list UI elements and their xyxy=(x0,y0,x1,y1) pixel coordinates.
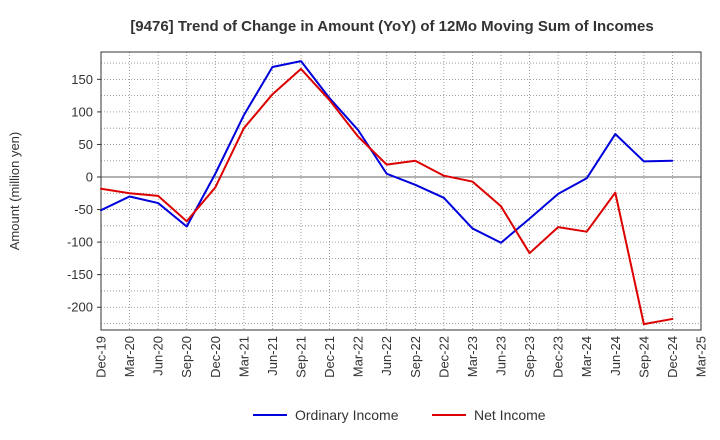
y-tick-label--50: -50 xyxy=(74,202,93,217)
x-tick-label-dec-21: Dec-21 xyxy=(322,336,337,378)
x-tick-label-mar-25: Mar-25 xyxy=(694,336,709,377)
y-axis-label: Amount (million yen) xyxy=(7,132,22,251)
x-tick-label-mar-20: Mar-20 xyxy=(122,336,137,377)
x-tick-label-dec-20: Dec-20 xyxy=(208,336,223,378)
x-tick-label-dec-24: Dec-24 xyxy=(665,336,680,378)
x-tick-label-mar-24: Mar-24 xyxy=(579,336,594,377)
x-tick-label-jun-23: Jun-23 xyxy=(494,336,509,376)
series-layer xyxy=(100,60,674,326)
y-tick-label-100: 100 xyxy=(71,104,93,119)
x-tick-label-sep-24: Sep-24 xyxy=(636,336,651,378)
x-tick-label-jun-24: Jun-24 xyxy=(608,336,623,376)
y-tick-label-0: 0 xyxy=(86,170,93,185)
y-tick-label--200: -200 xyxy=(67,300,93,315)
x-tick-label-sep-20: Sep-20 xyxy=(179,336,194,378)
x-tick-label-mar-21: Mar-21 xyxy=(236,336,251,377)
legend-label-net-income: Net Income xyxy=(474,407,546,423)
x-tick-label-sep-23: Sep-23 xyxy=(522,336,537,378)
y-tick-label--100: -100 xyxy=(67,235,93,250)
y-tick-labels: 150 100 50 0 -50 -100 -150 -200 xyxy=(67,72,101,315)
x-tick-label-sep-22: Sep-22 xyxy=(408,336,423,378)
x-tick-label-jun-22: Jun-22 xyxy=(379,336,394,376)
grid-layer xyxy=(100,52,702,330)
x-tick-label-jun-20: Jun-20 xyxy=(151,336,166,376)
x-tick-label-dec-22: Dec-22 xyxy=(436,336,451,378)
x-tick-label-jun-21: Jun-21 xyxy=(265,336,280,376)
legend-label-ordinary-income: Ordinary Income xyxy=(295,407,399,423)
x-tick-label-mar-23: Mar-23 xyxy=(465,336,480,377)
x-tick-label-dec-23: Dec-23 xyxy=(551,336,566,378)
x-tick-label-dec-19: Dec-19 xyxy=(94,336,109,378)
plot-frame xyxy=(100,51,702,331)
y-tick-label-150: 150 xyxy=(71,72,93,87)
x-tick-label-sep-21: Sep-21 xyxy=(294,336,309,378)
y-tick-label--150: -150 xyxy=(67,267,93,282)
legend: Ordinary Income Net Income xyxy=(253,407,546,423)
y-tick-label-50: 50 xyxy=(79,137,93,152)
series-line-net-income xyxy=(100,67,674,326)
x-tick-labels: Dec-19 Mar-20 Jun-20 Sep-20 Dec-20 Mar-21 Jun-… xyxy=(94,336,709,378)
x-tick-label-mar-22: Mar-22 xyxy=(351,336,366,377)
chart-title: [9476] Trend of Change in Amount (YoY) o… xyxy=(130,18,653,35)
